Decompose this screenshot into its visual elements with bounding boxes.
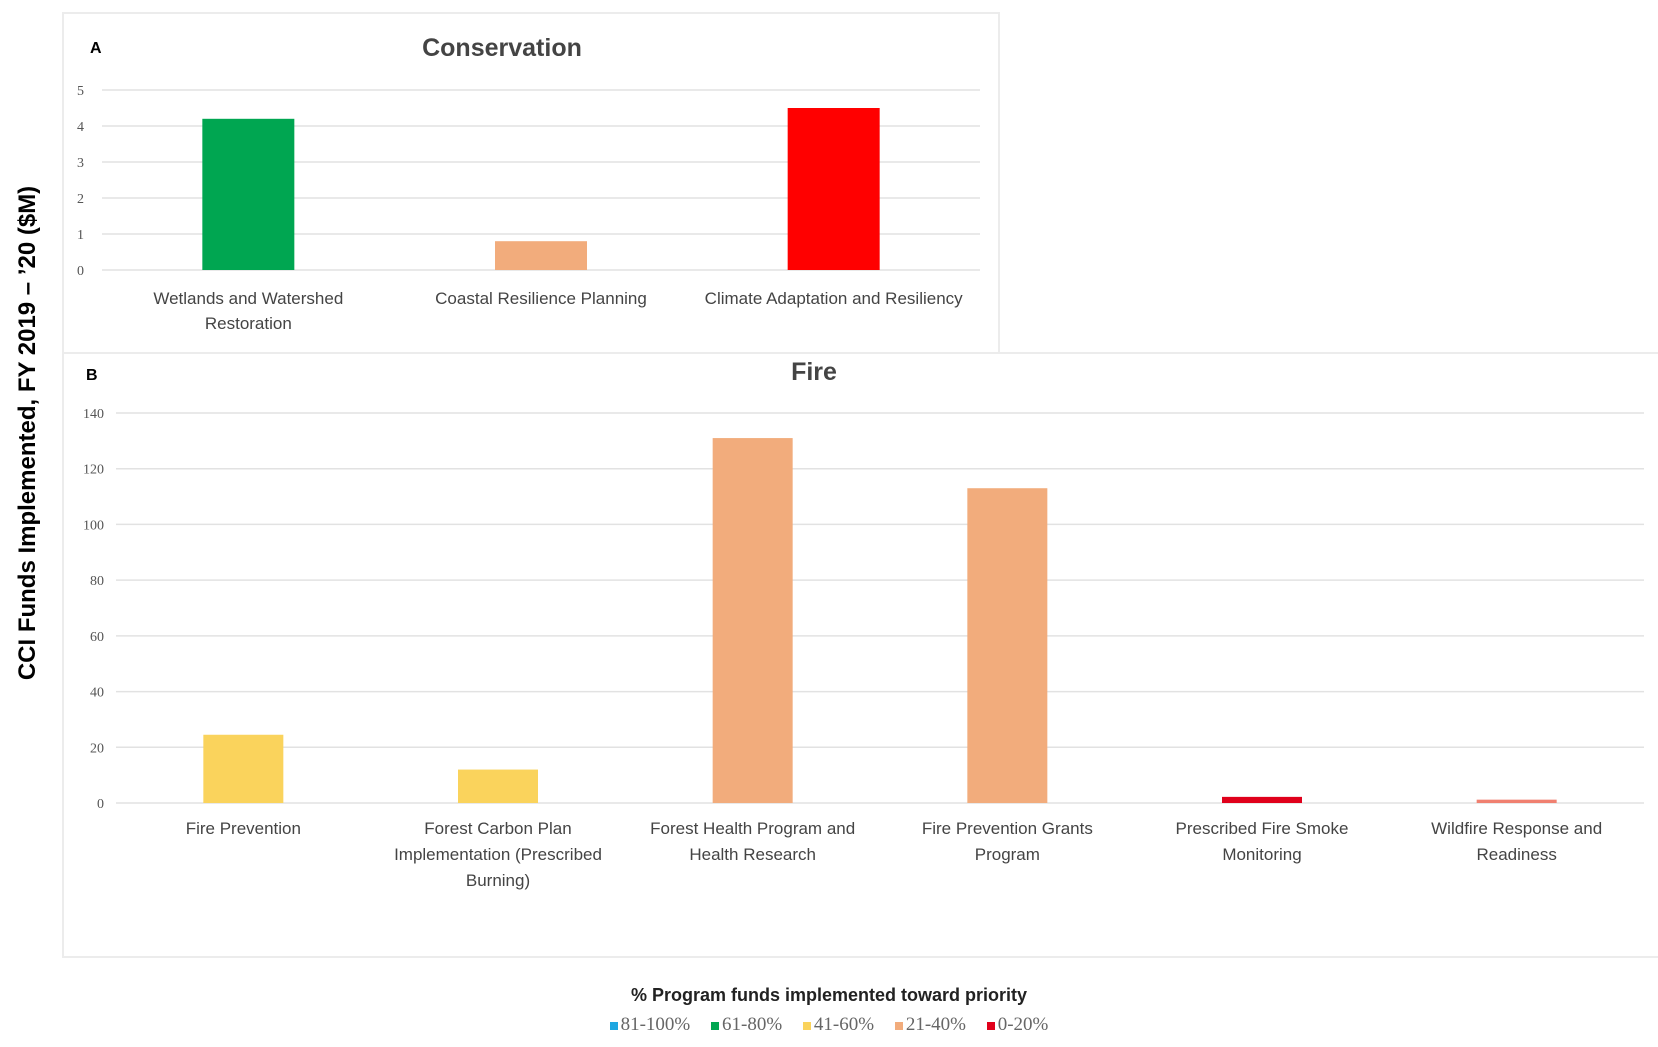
category-label: Wildfire Response and Readiness — [1431, 819, 1602, 864]
panel-letter: B — [86, 367, 98, 384]
y-tick-label: 60 — [90, 630, 104, 645]
legend-swatch — [802, 1021, 811, 1030]
category-label: Fire Prevention Grants Program — [922, 819, 1093, 864]
y-tick-label: 4 — [77, 120, 84, 135]
category-label: Climate Adaptation and Resiliency — [705, 289, 963, 308]
conservation-chart-panel: A Conservation 0 1 2 3 4 5 Wetlands and Watershe… — [62, 12, 1000, 356]
legend-swatch — [894, 1021, 903, 1030]
bar — [203, 734, 284, 803]
legend-item: 0-20% — [986, 1014, 1049, 1036]
panel-letter: A — [90, 40, 102, 57]
legend-item: 21-40% — [894, 1014, 966, 1036]
legend-swatch — [986, 1021, 995, 1030]
category-label: Forest Carbon Plan Implementation (Prescr… — [394, 819, 602, 890]
legend-item: 41-60% — [802, 1014, 875, 1036]
legend-label: 41-60% — [813, 1014, 875, 1035]
legend-label: 0-20% — [997, 1014, 1049, 1035]
legend-title: % Program funds implemented toward prior… — [630, 985, 1028, 1005]
y-tick-label: 120 — [83, 463, 104, 478]
bar — [1222, 796, 1302, 803]
conservation-chart: A Conservation 0 1 2 3 4 5 Wetlands and Watershe… — [77, 34, 980, 333]
legend-label: 21-40% — [905, 1014, 966, 1035]
y-tick-label: 140 — [83, 407, 104, 422]
category-label: Coastal Resilience Planning — [435, 289, 647, 308]
category-label: Forest Health Program and Health Research — [650, 819, 855, 864]
y-tick-label: 3 — [77, 156, 84, 171]
bar — [712, 438, 793, 803]
bar — [458, 769, 538, 803]
y-axis-label: CCI Funds Implemented, FY 2019 – ’20 ($M… — [14, 185, 41, 681]
category-label: Wetlands and Watershed Restoration — [153, 289, 343, 333]
category-label: Fire Prevention — [186, 819, 301, 838]
bar — [1476, 799, 1557, 803]
category-label: Prescribed Fire Smoke Monitoring — [1176, 819, 1349, 864]
legend-item: 61-80% — [711, 1014, 782, 1036]
fire-chart: B Fire 0 20 40 60 80 100 120 140 Fire Prevention Fo… — [83, 358, 1644, 890]
bar — [787, 108, 880, 270]
legend-swatch — [609, 1021, 618, 1030]
fire-chart-panel: B Fire 0 20 40 60 80 100 120 140 Fire Prevention Fo… — [62, 352, 1658, 958]
chart-title: Fire — [791, 358, 837, 386]
bar — [495, 241, 587, 270]
y-tick-label: 0 — [77, 264, 84, 279]
legend-items: 81-100% 61-80% 41-60% 21-40% 0-20% — [0, 1014, 1658, 1036]
y-tick-label: 100 — [83, 518, 104, 533]
chart-title: Conservation — [422, 34, 582, 62]
legend-swatch — [711, 1021, 720, 1030]
y-tick-label: 0 — [97, 797, 104, 812]
bar — [967, 488, 1048, 803]
y-tick-label: 40 — [90, 686, 104, 701]
y-tick-label: 5 — [77, 84, 84, 99]
y-tick-label: 2 — [77, 192, 84, 207]
legend: % Program funds implemented toward prior… — [0, 985, 1658, 1036]
legend-label: 81-100% — [620, 1014, 691, 1035]
bar — [202, 118, 295, 270]
y-tick-label: 20 — [90, 741, 104, 756]
legend-item: 81-100% — [609, 1014, 691, 1036]
legend-label: 61-80% — [722, 1014, 783, 1035]
y-tick-label: 80 — [90, 574, 104, 589]
y-tick-label: 1 — [77, 228, 84, 243]
